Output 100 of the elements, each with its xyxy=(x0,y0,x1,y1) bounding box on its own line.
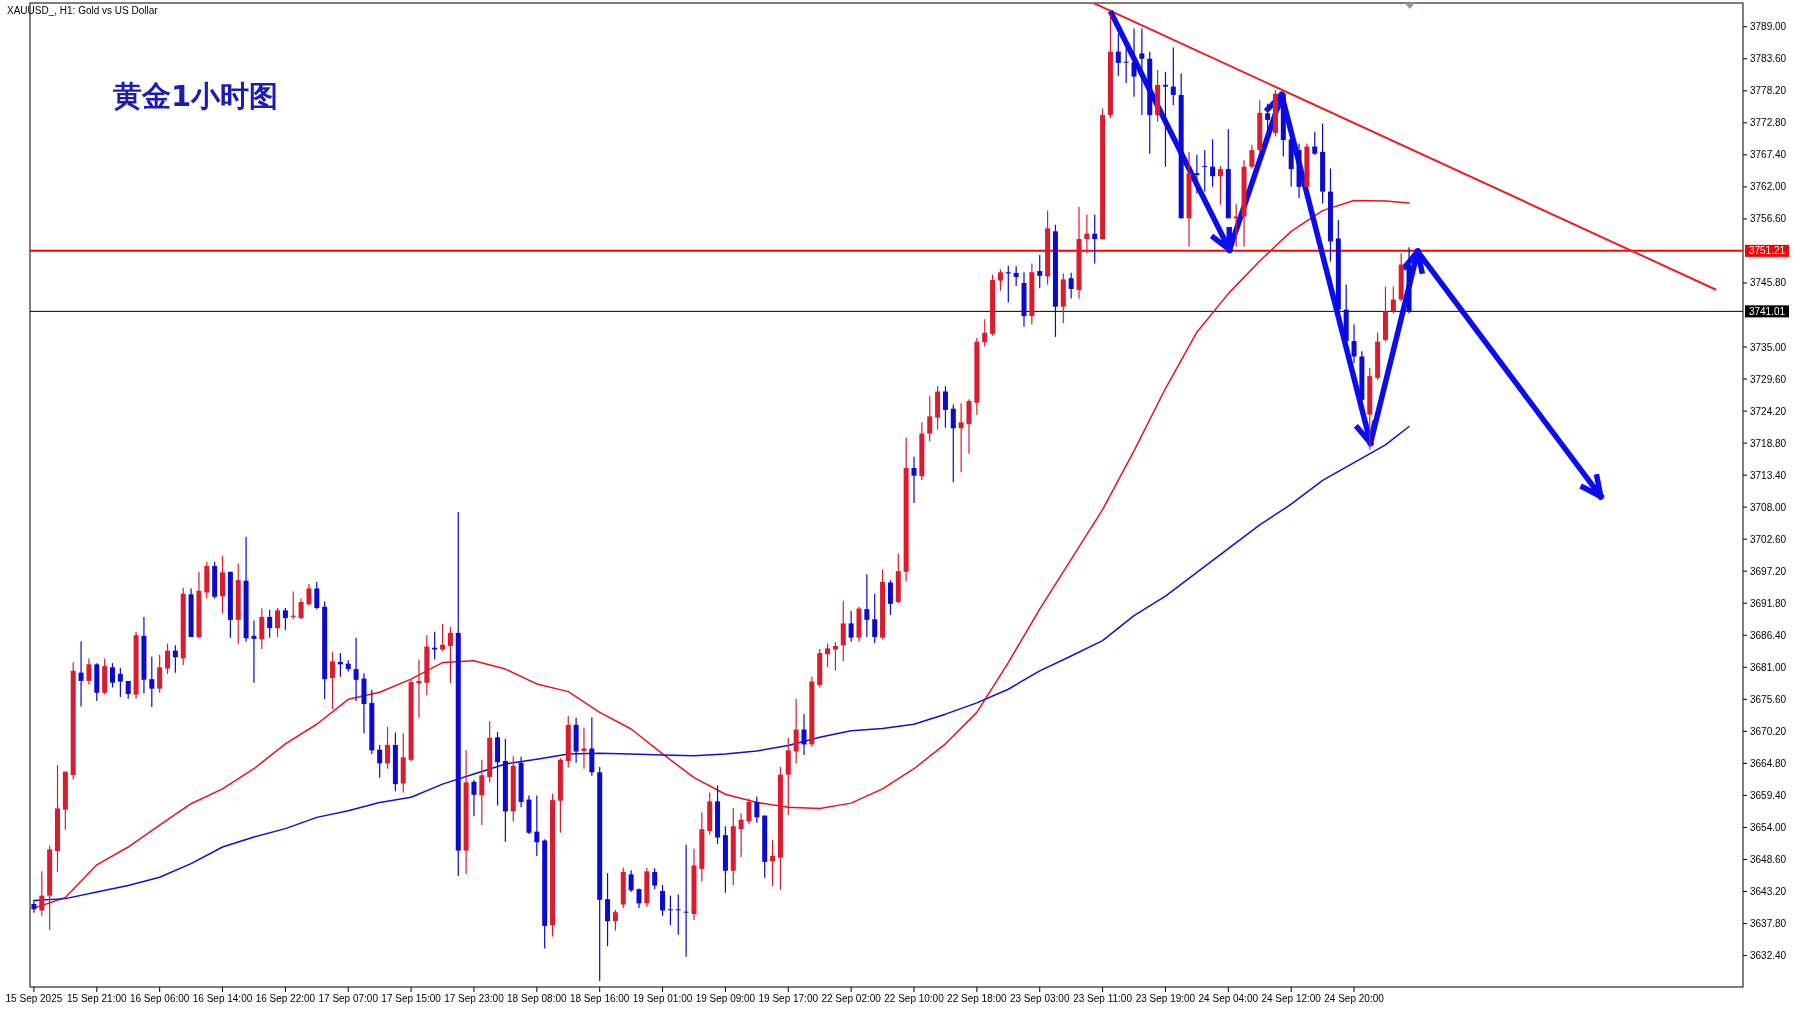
candlestick xyxy=(1092,214,1098,264)
y-tick-label: 3745.80 xyxy=(1750,277,1787,289)
candlestick xyxy=(447,626,453,684)
y-tick-label: 3789.00 xyxy=(1750,21,1787,33)
candlestick xyxy=(353,637,359,702)
candlestick xyxy=(911,456,917,504)
candlestick xyxy=(39,870,45,917)
x-tick-label: 24 Sep 12:00 xyxy=(1261,993,1322,1004)
candlestick xyxy=(220,555,226,614)
ref-line-label: 3741.01 xyxy=(1748,305,1786,317)
candlestick xyxy=(1202,149,1208,193)
y-tick-label: 3783.60 xyxy=(1750,53,1787,65)
candlestick xyxy=(1115,33,1121,77)
y-tick-label: 3724.20 xyxy=(1750,405,1787,417)
candlestick xyxy=(377,744,383,779)
candlestick xyxy=(628,869,634,893)
candlestick xyxy=(589,716,595,777)
candlestick xyxy=(1170,46,1176,106)
candlestick xyxy=(982,318,988,348)
y-tick-label: 3756.60 xyxy=(1750,213,1787,225)
x-tick-label: 23 Sep 19:00 xyxy=(1135,993,1196,1004)
x-tick-label: 19 Sep 01:00 xyxy=(632,993,693,1004)
candlestick xyxy=(675,893,681,936)
candlestick xyxy=(1351,323,1357,364)
x-tick-label: 17 Sep 23:00 xyxy=(444,993,505,1004)
y-tick-label: 3637.80 xyxy=(1750,918,1787,930)
candlestick xyxy=(471,779,477,817)
candlestick xyxy=(848,610,854,643)
x-tick-label: 23 Sep 11:00 xyxy=(1073,993,1133,1004)
x-tick-label: 17 Sep 07:00 xyxy=(318,993,379,1004)
candlestick xyxy=(652,867,658,890)
candlestick xyxy=(1312,131,1318,156)
x-tick-label: 16 Sep 06:00 xyxy=(129,993,190,1004)
x-tick-label: 16 Sep 14:00 xyxy=(192,993,253,1004)
candlestick xyxy=(432,631,438,661)
candlestick xyxy=(259,607,265,650)
candlestick xyxy=(157,654,163,694)
candlestick xyxy=(1390,285,1396,314)
candlestick xyxy=(1037,254,1043,289)
candlestick xyxy=(1194,154,1200,194)
x-tick-label: 17 Sep 15:00 xyxy=(381,993,442,1004)
candlestick xyxy=(1068,272,1074,299)
candlestick xyxy=(997,268,1003,292)
y-tick-label: 3632.40 xyxy=(1750,950,1787,962)
candlestick xyxy=(534,794,540,857)
y-tick-label: 3659.40 xyxy=(1750,789,1787,801)
x-tick-label: 22 Sep 02:00 xyxy=(821,993,882,1004)
y-tick-label: 3772.80 xyxy=(1750,117,1787,129)
candlestick xyxy=(479,759,485,826)
candlestick xyxy=(306,583,312,607)
text: 黄金1小时图 xyxy=(112,79,279,113)
candlestick xyxy=(667,895,673,926)
y-tick-label: 3713.40 xyxy=(1750,469,1787,481)
candlestick xyxy=(887,579,893,616)
candlestick xyxy=(958,402,964,473)
candlestick xyxy=(86,657,92,686)
x-tick-label: 15 Sep 2025 xyxy=(5,993,63,1004)
candlestick xyxy=(110,662,116,689)
candlestick xyxy=(251,619,257,684)
x-tick-label: 18 Sep 08:00 xyxy=(507,993,568,1004)
candlestick xyxy=(942,385,948,429)
candlestick xyxy=(840,600,846,662)
candlestick xyxy=(872,593,878,644)
y-tick-label: 3670.20 xyxy=(1750,725,1787,737)
candlestick xyxy=(314,581,320,610)
candlestick xyxy=(1249,144,1255,170)
y-tick-label: 3697.20 xyxy=(1750,565,1787,577)
candlestick xyxy=(275,607,281,638)
candlestick xyxy=(683,844,689,958)
candlestick xyxy=(793,698,799,764)
candlestick xyxy=(282,607,288,631)
y-tick-label: 3675.60 xyxy=(1750,693,1787,705)
y-tick-label: 3664.80 xyxy=(1750,757,1787,769)
x-tick-label: 22 Sep 10:00 xyxy=(884,993,945,1004)
candlestick xyxy=(1217,165,1223,206)
x-tick-label: 19 Sep 09:00 xyxy=(695,993,756,1004)
candlestick xyxy=(927,395,933,442)
candlestick xyxy=(801,713,807,756)
x-tick-label: 22 Sep 18:00 xyxy=(947,993,1008,1004)
candlestick xyxy=(385,726,391,770)
y-tick-label: 3686.40 xyxy=(1750,629,1787,641)
candlestick xyxy=(267,609,273,639)
x-tick-label: 15 Sep 21:00 xyxy=(67,993,127,1004)
y-tick-label: 3718.80 xyxy=(1750,437,1787,449)
candlestick xyxy=(330,651,336,710)
x-tick-label: 24 Sep 20:00 xyxy=(1324,993,1385,1004)
candlestick xyxy=(950,403,956,483)
candlestick xyxy=(832,641,838,672)
candlestick xyxy=(1210,138,1216,188)
y-tick-label: 3702.60 xyxy=(1750,533,1787,545)
y-tick-label: 3648.60 xyxy=(1750,853,1787,865)
candlestick xyxy=(1131,27,1137,98)
candlestick xyxy=(1123,39,1129,84)
y-tick-label: 3767.40 xyxy=(1750,149,1787,161)
candlestick xyxy=(1162,71,1168,168)
candlestick xyxy=(966,398,972,455)
candlestick xyxy=(78,640,84,708)
candlestick xyxy=(1013,265,1019,287)
x-tick-label: 23 Sep 03:00 xyxy=(1009,993,1070,1004)
candlestick xyxy=(1265,103,1271,135)
